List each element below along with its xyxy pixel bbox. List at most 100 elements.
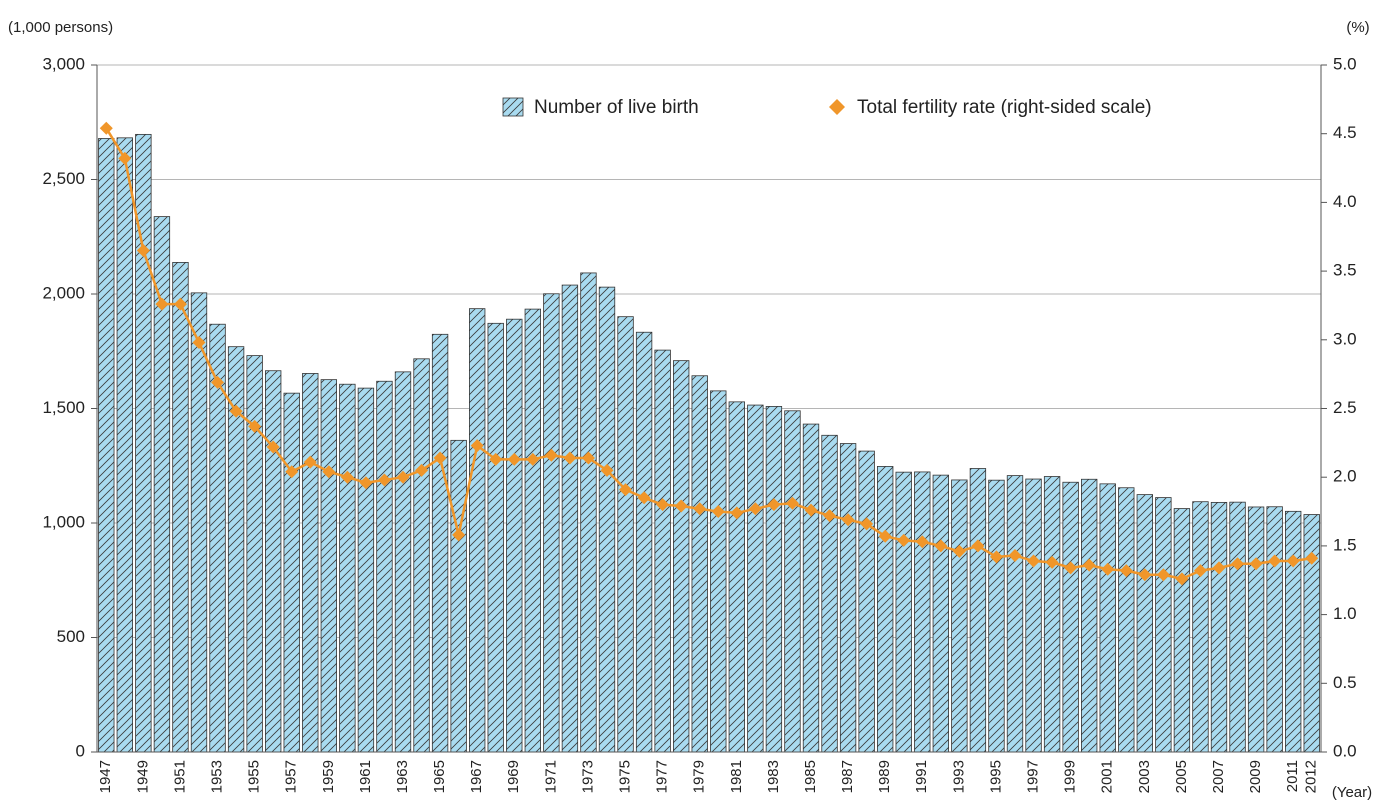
marker (767, 498, 781, 512)
x-tick-label: 1967 (468, 760, 485, 793)
marker (581, 451, 595, 465)
x-tick-label: 1953 (209, 760, 226, 793)
marker (415, 463, 429, 477)
bar (506, 318, 523, 753)
bar (265, 370, 282, 753)
y-tick-label: 2,000 (42, 283, 85, 302)
bar (598, 286, 616, 753)
x-tick-label: 1961 (357, 760, 374, 793)
y-tick-label: 1,500 (42, 398, 85, 417)
x-tick-label: 1957 (283, 760, 300, 793)
marker (173, 297, 187, 311)
x-tick-label: 1991 (913, 760, 930, 793)
marker (619, 483, 633, 497)
marker (118, 151, 132, 165)
x-tick-label: 2005 (1173, 760, 1190, 793)
x-tick-label: 1997 (1025, 760, 1042, 793)
marker (730, 506, 744, 520)
bar (802, 423, 820, 753)
bar (1229, 501, 1246, 753)
marker (136, 243, 150, 257)
marker (1119, 564, 1133, 578)
marker (303, 455, 317, 469)
bar (784, 410, 801, 753)
marker (192, 336, 206, 350)
bar (450, 439, 467, 753)
bar (561, 284, 579, 753)
x-tick-label: 2007 (1210, 760, 1227, 793)
x-tick-label: 1995 (987, 760, 1004, 793)
bar (580, 272, 597, 753)
marker (915, 535, 929, 549)
bar (1303, 514, 1320, 753)
marker (693, 502, 707, 516)
bar (895, 471, 912, 753)
y2-tick-label: 4.0 (1333, 192, 1357, 211)
bar (1285, 510, 1302, 753)
x-tick-label: 1989 (876, 760, 893, 793)
x-tick-label: 1951 (171, 760, 188, 793)
bar (858, 450, 875, 753)
marker (340, 470, 354, 484)
x-tick-label: 1959 (320, 760, 337, 793)
y2-tick-label: 5.0 (1333, 54, 1357, 73)
x-tick-label: 2001 (1099, 760, 1116, 793)
marker (1249, 557, 1263, 571)
y-tick-label: 2,500 (42, 169, 85, 188)
marker (841, 513, 855, 527)
bar (283, 392, 300, 753)
y2-tick-label: 0.5 (1333, 673, 1357, 692)
y2-tick-label: 2.0 (1333, 467, 1357, 486)
bar (116, 137, 133, 753)
x-tick-label: 1977 (654, 760, 671, 793)
y2-tick-label: 2.5 (1333, 398, 1357, 417)
bar (487, 322, 504, 753)
x-tick-label: 2003 (1136, 760, 1153, 793)
marker (544, 448, 558, 462)
y-tick-label: 500 (57, 627, 85, 646)
x-tick-label: 1975 (617, 760, 634, 793)
legend-swatch (502, 97, 524, 117)
marker (359, 476, 373, 490)
marker (266, 440, 280, 454)
marker (1305, 551, 1319, 565)
y-tick-label: 1,000 (42, 512, 85, 531)
x-axis-label: (Year) (1332, 784, 1372, 801)
x-tick-label: 1947 (97, 760, 114, 793)
marker (526, 452, 540, 466)
marker (211, 375, 225, 389)
marker (823, 509, 837, 523)
marker (1138, 568, 1152, 582)
x-tick-label: 1973 (579, 760, 596, 793)
marker (952, 544, 966, 558)
legend-label: Total fertility rate (right-sided scale) (857, 97, 1152, 118)
y2-tick-label: 0.0 (1333, 741, 1357, 760)
marker (934, 539, 948, 553)
bar (153, 216, 171, 753)
marker (1268, 554, 1282, 568)
marker (878, 529, 892, 543)
marker (1064, 561, 1078, 575)
marker (860, 517, 874, 531)
bar (357, 387, 375, 753)
marker (748, 502, 762, 516)
bar (413, 358, 430, 753)
x-tick-label: 1985 (802, 760, 819, 793)
y2-tick-label: 1.0 (1333, 604, 1357, 623)
bar (1081, 478, 1098, 753)
bar (1025, 478, 1042, 753)
bar (339, 383, 356, 753)
marker (1101, 562, 1115, 576)
x-tick-label: 1999 (1062, 760, 1079, 793)
bar (932, 474, 949, 753)
x-tick-label: 1963 (394, 760, 411, 793)
bar (1099, 483, 1116, 753)
marker (656, 498, 670, 512)
bar (673, 360, 690, 753)
bar (765, 406, 783, 753)
y2-tick-label: 3.0 (1333, 329, 1357, 348)
marker (1082, 558, 1096, 572)
x-tick-label: 2012 (1303, 760, 1320, 793)
marker (433, 451, 447, 465)
